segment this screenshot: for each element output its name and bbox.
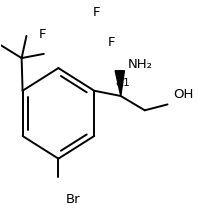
Text: F: F [108,36,115,49]
Text: NH₂: NH₂ [128,58,153,71]
Polygon shape [115,71,124,96]
Text: Br: Br [66,192,80,206]
Text: OH: OH [173,88,193,101]
Text: F: F [38,28,46,41]
Text: F: F [93,6,101,19]
Text: &1: &1 [115,78,130,88]
